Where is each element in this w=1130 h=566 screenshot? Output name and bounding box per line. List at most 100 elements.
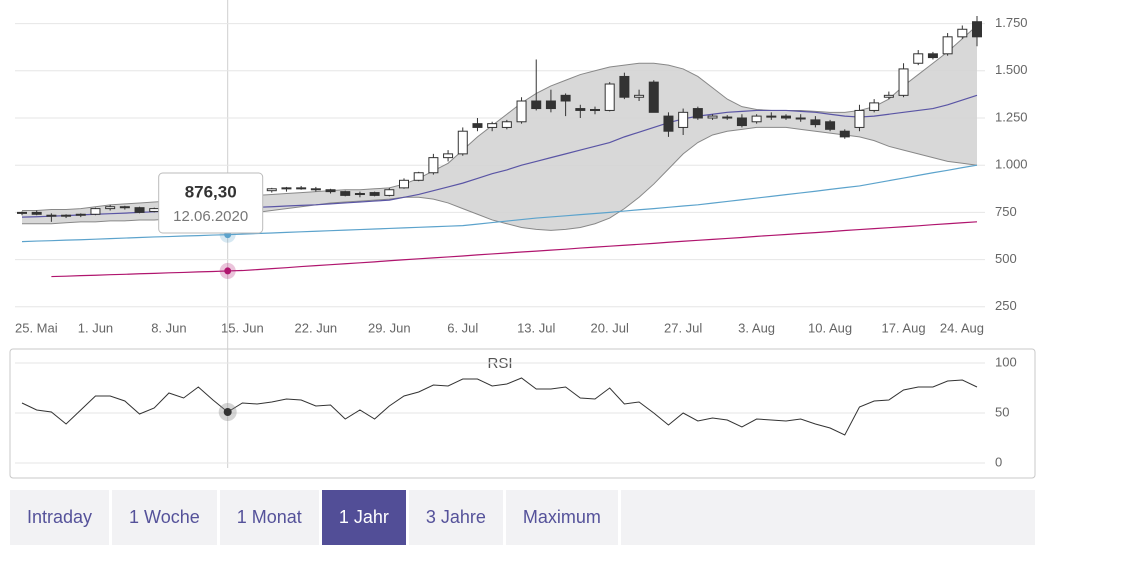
candle-body xyxy=(428,157,439,174)
y-tick-label: 1.500 xyxy=(995,62,1028,77)
x-tick-label: 17. Aug xyxy=(881,320,925,335)
candle-body xyxy=(898,68,909,96)
x-tick-label: 6. Jul xyxy=(447,320,478,335)
x-tick-label: 13. Jul xyxy=(517,320,555,335)
x-tick-label: 27. Jul xyxy=(664,320,702,335)
candle-body xyxy=(560,94,571,102)
tab[interactable]: 1 Jahr xyxy=(321,490,409,545)
candle-body xyxy=(751,115,762,123)
candle-body xyxy=(619,75,630,98)
candle-body xyxy=(545,100,556,110)
tab-bar: Intraday 1 Woche 1 Monat 1 Jahr 3 Jahre Maxim… xyxy=(10,490,1035,545)
tooltip-date: 12.06.2020 xyxy=(173,208,248,225)
y-tick-label: 0 xyxy=(995,454,1002,469)
candle-body xyxy=(105,206,116,210)
candle-body xyxy=(325,189,336,193)
tab[interactable]: Intraday xyxy=(10,490,113,545)
x-tick-label: 29. Jun xyxy=(368,320,411,335)
candle-body xyxy=(296,187,307,190)
x-tick-label: 24. Aug xyxy=(940,320,984,335)
candle-body xyxy=(883,94,894,98)
candle-body xyxy=(575,108,586,111)
y-tick-label: 750 xyxy=(995,204,1017,219)
candle-body xyxy=(46,214,57,217)
candle-body xyxy=(369,192,380,196)
candle-body xyxy=(663,115,674,132)
y-tick-label: 1.000 xyxy=(995,157,1028,172)
candle-body xyxy=(457,130,468,155)
x-tick-label: 22. Jun xyxy=(295,320,338,335)
tooltip-box xyxy=(158,172,264,234)
candle-body xyxy=(766,115,777,118)
candle-body xyxy=(781,115,791,119)
candle-body xyxy=(354,193,365,196)
rsi-line xyxy=(21,377,978,436)
x-tick-label: 10. Aug xyxy=(808,320,852,335)
candle-body xyxy=(266,188,277,192)
moving-average xyxy=(51,221,978,278)
candle-body xyxy=(472,123,483,128)
candle-body xyxy=(281,187,292,190)
x-tick-label: 1. Jun xyxy=(78,320,113,335)
y-tick-label: 1.750 xyxy=(995,15,1028,30)
hover-dot xyxy=(223,408,232,416)
y-tick-label: 50 xyxy=(995,404,1009,419)
candle-body xyxy=(516,100,527,123)
x-tick-label: 20. Jul xyxy=(591,320,629,335)
candle-body xyxy=(501,121,512,128)
candle-body xyxy=(707,115,718,119)
x-tick-label: 8. Jun xyxy=(151,320,186,335)
candle-body xyxy=(31,211,42,215)
candle-body xyxy=(384,189,395,196)
x-tick-label: 3. Aug xyxy=(738,320,775,335)
band-area xyxy=(22,25,977,231)
candle-body xyxy=(869,102,880,111)
candle-body xyxy=(648,81,659,113)
candle-body xyxy=(119,206,130,209)
tooltip-value: 876,30 xyxy=(185,182,237,201)
candle-body xyxy=(61,214,72,217)
candle-body xyxy=(413,172,424,181)
tab[interactable]: 3 Jahre xyxy=(409,490,506,545)
candle-body xyxy=(634,94,645,98)
candle-body xyxy=(810,119,821,126)
y-tick-label: 100 xyxy=(995,354,1017,369)
candle-body xyxy=(913,53,924,64)
candle-body xyxy=(149,208,160,212)
x-tick-label: 25. Mai xyxy=(15,320,58,335)
candle-body xyxy=(310,188,321,191)
candle-body xyxy=(972,21,982,38)
candle-body xyxy=(839,130,850,138)
candle-body xyxy=(825,121,836,130)
candle-body xyxy=(75,213,86,216)
candle-body xyxy=(90,208,101,215)
candle-body xyxy=(604,83,615,111)
tab[interactable]: 1 Monat xyxy=(220,490,322,545)
y-tick-label: 1.250 xyxy=(995,109,1028,124)
candle-body xyxy=(340,191,351,196)
candle-body xyxy=(722,116,733,119)
candle-body xyxy=(927,53,938,59)
tab[interactable]: 1 Woche xyxy=(112,490,220,545)
candle-body xyxy=(134,207,145,213)
candle-body xyxy=(942,36,953,55)
candle-body xyxy=(590,108,600,111)
hover-dot xyxy=(224,267,232,275)
x-tick-label: 15. Jun xyxy=(221,320,264,335)
candle-body xyxy=(17,211,27,214)
tab[interactable]: Maximum xyxy=(506,490,621,545)
moving-average xyxy=(21,164,978,243)
candle-body xyxy=(854,109,865,128)
y-tick-label: 500 xyxy=(995,251,1017,266)
tooltip: 876,30 12.06.2020 xyxy=(158,172,264,234)
candle-body xyxy=(736,117,747,127)
candle-body xyxy=(399,179,409,189)
candle-body xyxy=(443,153,454,159)
candle-body xyxy=(957,28,968,38)
candle-body xyxy=(692,108,703,119)
candle-body xyxy=(795,117,806,120)
candle-body xyxy=(487,123,498,128)
y-tick-label: 250 xyxy=(995,298,1017,313)
candle-body xyxy=(678,111,689,128)
